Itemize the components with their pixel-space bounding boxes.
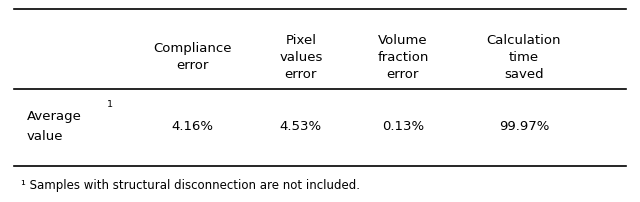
Text: 99.97%: 99.97%: [499, 119, 549, 132]
Text: Compliance
error: Compliance error: [154, 42, 232, 72]
Text: Pixel
values
error: Pixel values error: [279, 34, 323, 81]
Text: Calculation
time
saved: Calculation time saved: [486, 34, 561, 81]
Text: 1: 1: [106, 100, 113, 108]
Text: Volume
fraction
error: Volume fraction error: [377, 34, 429, 81]
Text: value: value: [27, 129, 63, 142]
Text: 4.16%: 4.16%: [172, 119, 214, 132]
Text: ¹ Samples with structural disconnection are not included.: ¹ Samples with structural disconnection …: [20, 178, 360, 191]
Text: 4.53%: 4.53%: [280, 119, 322, 132]
Text: 0.13%: 0.13%: [382, 119, 424, 132]
Text: Average: Average: [27, 109, 82, 122]
